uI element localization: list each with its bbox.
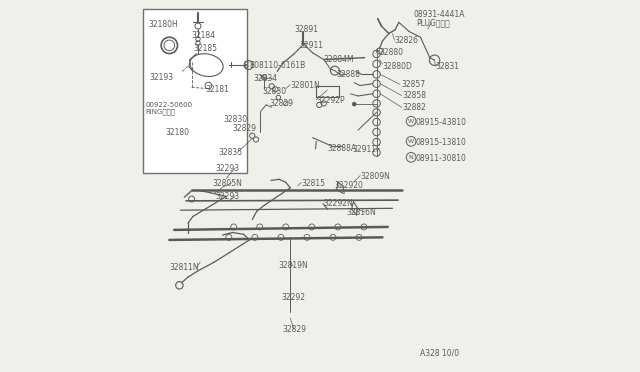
Text: 32834: 32834 [253,74,277,83]
Text: 32293: 32293 [216,192,240,201]
Text: 00922-50600: 00922-50600 [145,102,192,108]
Text: 322920: 322920 [335,182,364,190]
Bar [143,9,248,173]
Text: 32809N: 32809N [360,172,390,181]
Text: 32811N: 32811N [170,263,199,272]
Text: W: W [408,119,414,124]
Text: 32911F: 32911F [353,145,381,154]
Text: RINGリング: RINGリング [145,108,175,115]
Text: 32829: 32829 [232,124,257,133]
Text: 32185: 32185 [193,44,218,53]
Text: 32815: 32815 [301,179,325,187]
Text: 32193: 32193 [150,73,173,82]
Text: W: W [408,139,414,144]
Text: 32880D: 32880D [383,62,412,71]
Text: 32858: 32858 [403,92,427,100]
Text: 32829: 32829 [270,99,294,108]
Text: B08110-6161B: B08110-6161B [250,61,305,70]
Text: 08915-13810: 08915-13810 [416,138,467,147]
Text: 08931-4441A: 08931-4441A [413,10,465,19]
Text: 32857: 32857 [401,80,425,89]
Text: N: N [409,155,413,160]
Text: 32829: 32829 [282,325,306,334]
Text: 08915-43810: 08915-43810 [416,118,467,126]
Text: 32882: 32882 [403,103,426,112]
Text: 32292: 32292 [281,293,305,302]
Text: PLUGプラグ: PLUGプラグ [417,19,451,28]
Text: 32891: 32891 [294,25,318,34]
Text: 32292N: 32292N [323,199,353,208]
Text: 32801N: 32801N [291,81,320,90]
Text: A328 10/0: A328 10/0 [420,349,460,358]
Text: 32805N: 32805N [212,179,242,187]
Text: 32181: 32181 [205,85,229,94]
Text: 32911: 32911 [300,41,324,50]
Text: 32831: 32831 [435,62,460,71]
Text: 32830: 32830 [223,115,248,124]
Circle shape [353,102,356,106]
Text: 32888: 32888 [337,70,360,79]
Text: 32292P: 32292P [316,96,345,105]
Text: 32880: 32880 [380,48,404,57]
Text: 08911-30810: 08911-30810 [416,154,467,163]
Text: 32180: 32180 [166,128,189,137]
Text: 32180H: 32180H [148,20,178,29]
Text: B: B [243,61,248,70]
Text: 32826: 32826 [394,36,419,45]
Text: 32816N: 32816N [346,208,376,217]
Text: 32293: 32293 [216,164,240,173]
Text: 32884M: 32884M [324,55,355,64]
Text: 32819N: 32819N [278,262,308,270]
Text: 32888A: 32888A [328,144,356,153]
Text: 32184: 32184 [191,31,216,40]
Text: 32830: 32830 [262,87,287,96]
Text: 32835: 32835 [219,148,243,157]
